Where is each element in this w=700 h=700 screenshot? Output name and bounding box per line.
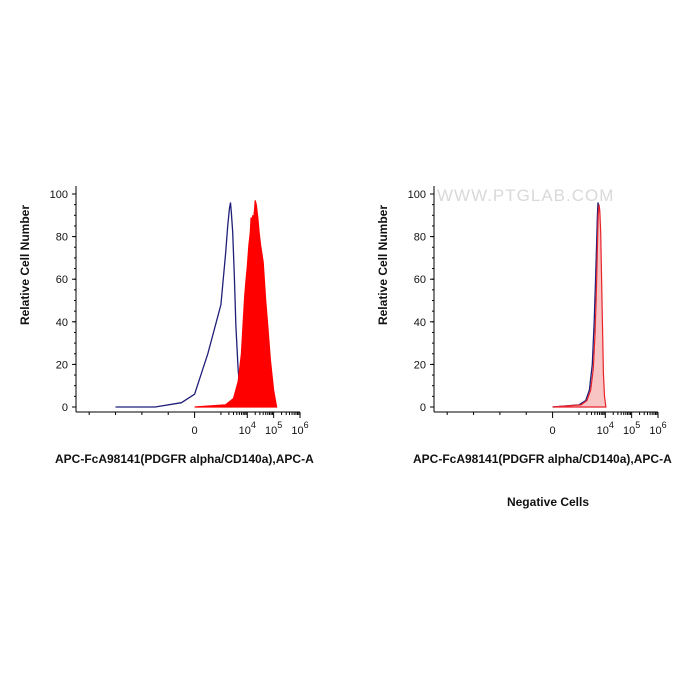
left-histogram-plot: 0 20 40 60 80 100 0 104 105 106: [50, 186, 309, 437]
y-tick-label: 0: [420, 402, 426, 414]
y-tick-label: 40: [56, 317, 68, 329]
watermark: WWW.PTGLAB.COM: [437, 186, 615, 205]
right-y-axis-title: Relative Cell Number: [376, 204, 390, 326]
y-tick-label: 20: [414, 359, 426, 371]
y-tick-label: 40: [414, 317, 426, 329]
x-tick-label: 105: [265, 420, 282, 437]
y-tick-label: 100: [408, 189, 426, 201]
y-tick-label: 80: [56, 232, 68, 244]
x-tick-label: 106: [649, 420, 666, 437]
left-x-axis-title: APC-FcA98141(PDGFR alpha/CD140a),APC-A: [55, 452, 314, 466]
left-y-axis-title: Relative Cell Number: [18, 204, 32, 326]
y-tick-label: 60: [56, 274, 68, 286]
left-histogram-panel: 0 20 40 60 80 100 0 104 105 106 Relative Cell Num…: [0, 170, 340, 530]
x-tick-label: 0: [192, 425, 198, 437]
y-tick-label: 60: [414, 274, 426, 286]
y-tick-label: 100: [50, 189, 68, 201]
right-panel-subtitle: Negative Cells: [506, 495, 590, 509]
right-histogram-plot: 0 20 40 60 80 100 0 104 105 106: [408, 186, 667, 437]
x-tick-label: 106: [291, 420, 308, 437]
x-tick-label: 0: [550, 425, 556, 437]
y-tick-label: 0: [62, 402, 68, 414]
right-histogram-panel: 0 20 40 60 80 100 0 104 105 106 Relative Cell Num…: [358, 170, 698, 530]
x-tick-label: 105: [623, 420, 640, 437]
x-tick-label: 104: [239, 420, 256, 437]
x-tick-label: 104: [597, 420, 614, 437]
series-stained-area: [194, 200, 278, 408]
y-tick-label: 80: [414, 232, 426, 244]
series-control-line: [115, 202, 246, 408]
right-x-axis-title: APC-FcA98141(PDGFR alpha/CD140a),APC-A: [413, 452, 672, 466]
series-stained-area: [552, 204, 607, 408]
y-tick-label: 20: [56, 359, 68, 371]
